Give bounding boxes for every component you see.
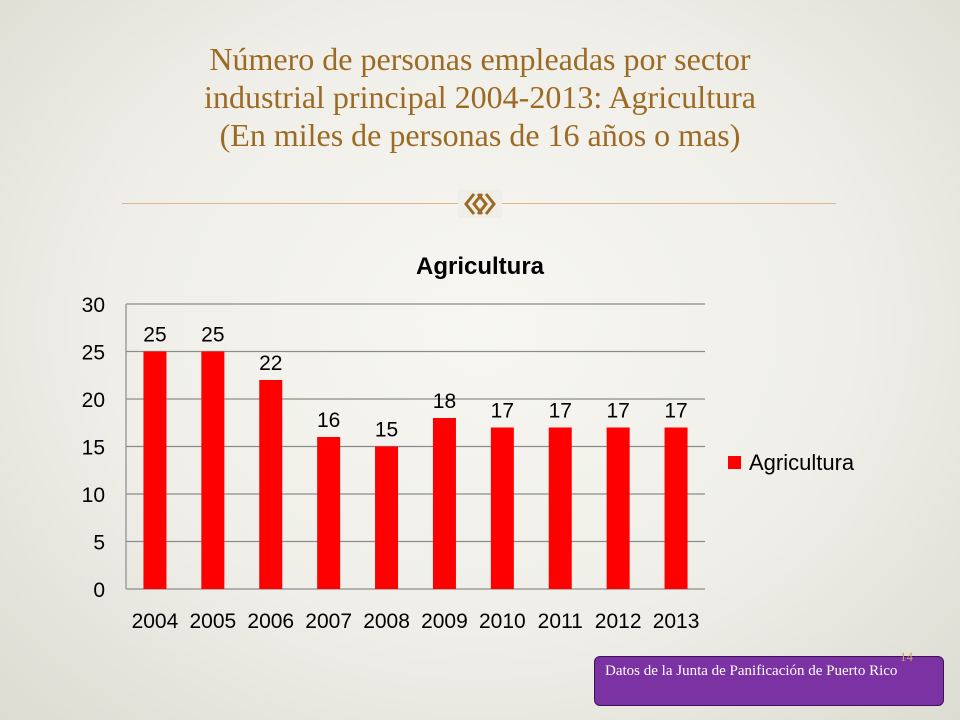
slide-title: Número de personas empleadas por sector … (100, 40, 860, 154)
slide-title-line-3: (En miles de personas de 16 años o mas) (219, 117, 741, 153)
x-tick-label: 2011 (538, 610, 583, 633)
double-arrow-chevron-icon (458, 190, 502, 218)
y-tick-label: 25 (82, 342, 105, 365)
page-number: 14 (900, 649, 913, 664)
bar-data-label: 25 (143, 324, 166, 347)
x-tick-label: 2006 (247, 610, 294, 633)
chart-legend: Agricultura (728, 450, 855, 475)
bar-data-label: 18 (433, 390, 456, 413)
x-tick-label: 2009 (421, 610, 468, 633)
y-tick-label: 5 (93, 532, 105, 555)
bar-data-label: 17 (606, 400, 629, 423)
slide-title-line-1: Número de personas empleadas por sector (209, 41, 751, 77)
x-tick-label: 2008 (363, 610, 410, 633)
bar (664, 427, 688, 589)
legend-label: Agricultura (749, 450, 855, 475)
y-tick-label: 20 (82, 389, 105, 412)
x-tick-label: 2010 (479, 610, 526, 633)
bar (490, 427, 514, 589)
bar-data-label: 16 (317, 409, 340, 432)
bar (317, 437, 341, 589)
bar-data-label: 17 (549, 400, 572, 423)
bar (259, 380, 283, 589)
source-note: Datos de la Junta de Panificación de Pue… (605, 663, 898, 679)
y-tick-label: 15 (82, 437, 105, 460)
bar-data-label: 17 (664, 400, 687, 423)
y-tick-label: 30 (82, 294, 105, 317)
bar-data-label: 17 (491, 400, 514, 423)
x-tick-label: 2004 (132, 610, 179, 633)
x-tick-label: 2012 (595, 610, 642, 633)
slide-title-line-2: industrial principal 2004-2013: Agricult… (204, 79, 756, 115)
bar (606, 427, 630, 589)
bar (375, 446, 399, 589)
x-tick-label: 2007 (305, 610, 352, 633)
bar (201, 351, 225, 589)
source-note-box: Datos de la Junta de Panificación de Pue… (594, 649, 944, 706)
bar-data-label: 22 (259, 352, 282, 375)
x-tick-label: 2013 (653, 610, 700, 633)
bar-data-label: 25 (201, 324, 224, 347)
chart-title: Agricultura (416, 253, 545, 280)
bar (548, 427, 572, 589)
legend-swatch (728, 456, 741, 469)
y-tick-label: 0 (93, 579, 105, 602)
bar-data-label: 15 (375, 419, 398, 442)
bar (432, 418, 456, 589)
bar (143, 351, 167, 589)
x-tick-label: 2005 (189, 610, 236, 633)
y-tick-label: 10 (82, 484, 105, 507)
